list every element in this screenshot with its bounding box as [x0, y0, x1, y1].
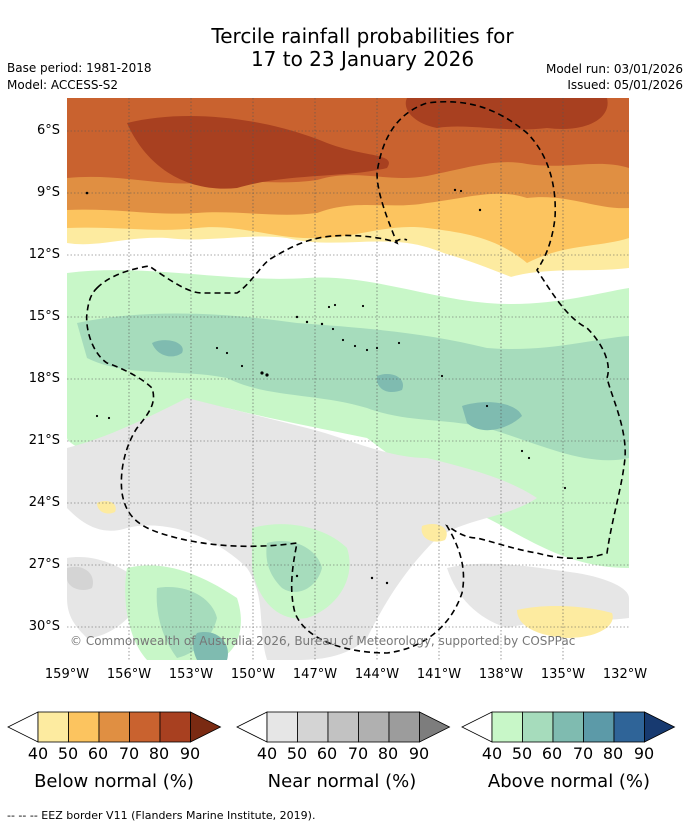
lat-label: 27°S — [28, 557, 60, 572]
colorbar-segment — [388, 711, 420, 743]
lat-label: 21°S — [28, 433, 60, 448]
lon-label: 141°W — [416, 667, 462, 682]
below-normal-patch-80-east — [405, 98, 608, 130]
cb-below-tick: 80 — [148, 744, 170, 763]
cb-above-title: Above normal (%) — [487, 771, 651, 792]
title-line-2: 17 to 23 January 2026 — [250, 47, 475, 71]
colorbar-extend-high — [419, 711, 451, 743]
cb-above-tick: 90 — [633, 744, 655, 763]
colorbars — [7, 711, 676, 743]
lon-label: 147°W — [292, 667, 338, 682]
eez-border-northeast — [395, 238, 408, 244]
lat-gridlines — [67, 130, 629, 628]
above-normal-patch-60-b — [376, 373, 403, 393]
cb-below-tick: 70 — [118, 744, 140, 763]
map-credit: © Commonwealth of Australia 2026, Bureau… — [70, 634, 576, 648]
colorbar-segment — [552, 711, 584, 743]
colorbar-extend-high — [190, 711, 222, 743]
colorbar-extend-high — [644, 711, 676, 743]
cb-near-tick: 90 — [408, 744, 430, 763]
cb-below-title: Below normal (%) — [34, 771, 194, 792]
issued-date: Issued: 05/01/2026 — [567, 78, 683, 92]
colorbar-segment — [297, 711, 329, 743]
colorbar-extend-low — [461, 711, 493, 743]
colorbar-segment — [98, 711, 130, 743]
lat-label: 6°S — [36, 123, 60, 138]
colorbar-segment — [522, 711, 554, 743]
colorbar-segment — [491, 711, 523, 743]
near-normal-patch-50 — [67, 566, 93, 590]
lon-label: 153°W — [168, 667, 214, 682]
lon-label: 144°W — [354, 667, 400, 682]
cb-below-tick: 50 — [57, 744, 79, 763]
colorbar-segment — [159, 711, 191, 743]
probability-map — [67, 98, 629, 660]
above-normal-southwest-60 — [193, 632, 228, 660]
colorbar-segment — [358, 711, 390, 743]
base-period: Base period: 1981-2018 — [7, 61, 152, 75]
model-run: Model run: 03/01/2026 — [545, 62, 683, 76]
lat-label: 12°S — [28, 247, 60, 262]
colorbar-segment — [68, 711, 100, 743]
eez-legend-footer: -- -- -- EEZ border V11 (Flanders Marine… — [7, 809, 316, 822]
colorbar-segment — [583, 711, 615, 743]
colorbar-below-normal — [7, 711, 222, 743]
above-normal-south-50 — [266, 540, 322, 592]
cb-above-tick: 80 — [602, 744, 624, 763]
below-normal-patch-south-a — [421, 523, 447, 542]
lon-label: 156°W — [106, 667, 152, 682]
cb-above-tick: 70 — [572, 744, 594, 763]
lon-label: 159°W — [44, 667, 90, 682]
lat-label: 15°S — [28, 309, 60, 324]
cb-near-tick: 50 — [286, 744, 308, 763]
cb-below-tick: 90 — [179, 744, 201, 763]
lon-gridlines — [128, 98, 564, 660]
island-markers — [85, 188, 567, 585]
lon-label: 150°W — [230, 667, 276, 682]
colorbar-extend-low — [236, 711, 268, 743]
title-line-1: Tercile rainfall probabilities for — [211, 24, 514, 48]
below-normal-band-80 — [127, 115, 389, 189]
model-name: Model: ACCESS-S2 — [7, 78, 119, 92]
below-normal-patch-south-c — [97, 501, 116, 514]
cb-near-tick: 60 — [316, 744, 338, 763]
colorbar-near-normal — [236, 711, 451, 743]
colorbar-segment — [129, 711, 161, 743]
below-normal-patch-south-b — [517, 606, 613, 638]
colorbar-segment — [327, 711, 359, 743]
colorbar-segment — [37, 711, 69, 743]
cb-above-tick: 50 — [511, 744, 533, 763]
above-normal-patch-60-c — [462, 402, 522, 431]
colorbar-above-normal — [461, 711, 676, 743]
lon-label: 132°W — [602, 667, 648, 682]
lon-label: 135°W — [540, 667, 586, 682]
lon-label: 138°W — [478, 667, 524, 682]
cb-near-tick: 80 — [377, 744, 399, 763]
cb-above-tick: 40 — [481, 744, 503, 763]
colorbar-segment — [613, 711, 645, 743]
lat-label: 9°S — [36, 185, 60, 200]
lat-label: 24°S — [28, 495, 60, 510]
cb-below-tick: 60 — [87, 744, 109, 763]
cb-near-tick: 40 — [256, 744, 278, 763]
cb-below-tick: 40 — [27, 744, 49, 763]
lat-label: 30°S — [28, 619, 60, 634]
above-normal-patch-60-a — [152, 340, 183, 357]
lat-label: 18°S — [28, 371, 60, 386]
cb-above-tick: 60 — [541, 744, 563, 763]
cb-near-tick: 70 — [347, 744, 369, 763]
cb-near-title: Near normal (%) — [267, 771, 417, 792]
colorbar-segment — [266, 711, 298, 743]
colorbar-extend-low — [7, 711, 39, 743]
